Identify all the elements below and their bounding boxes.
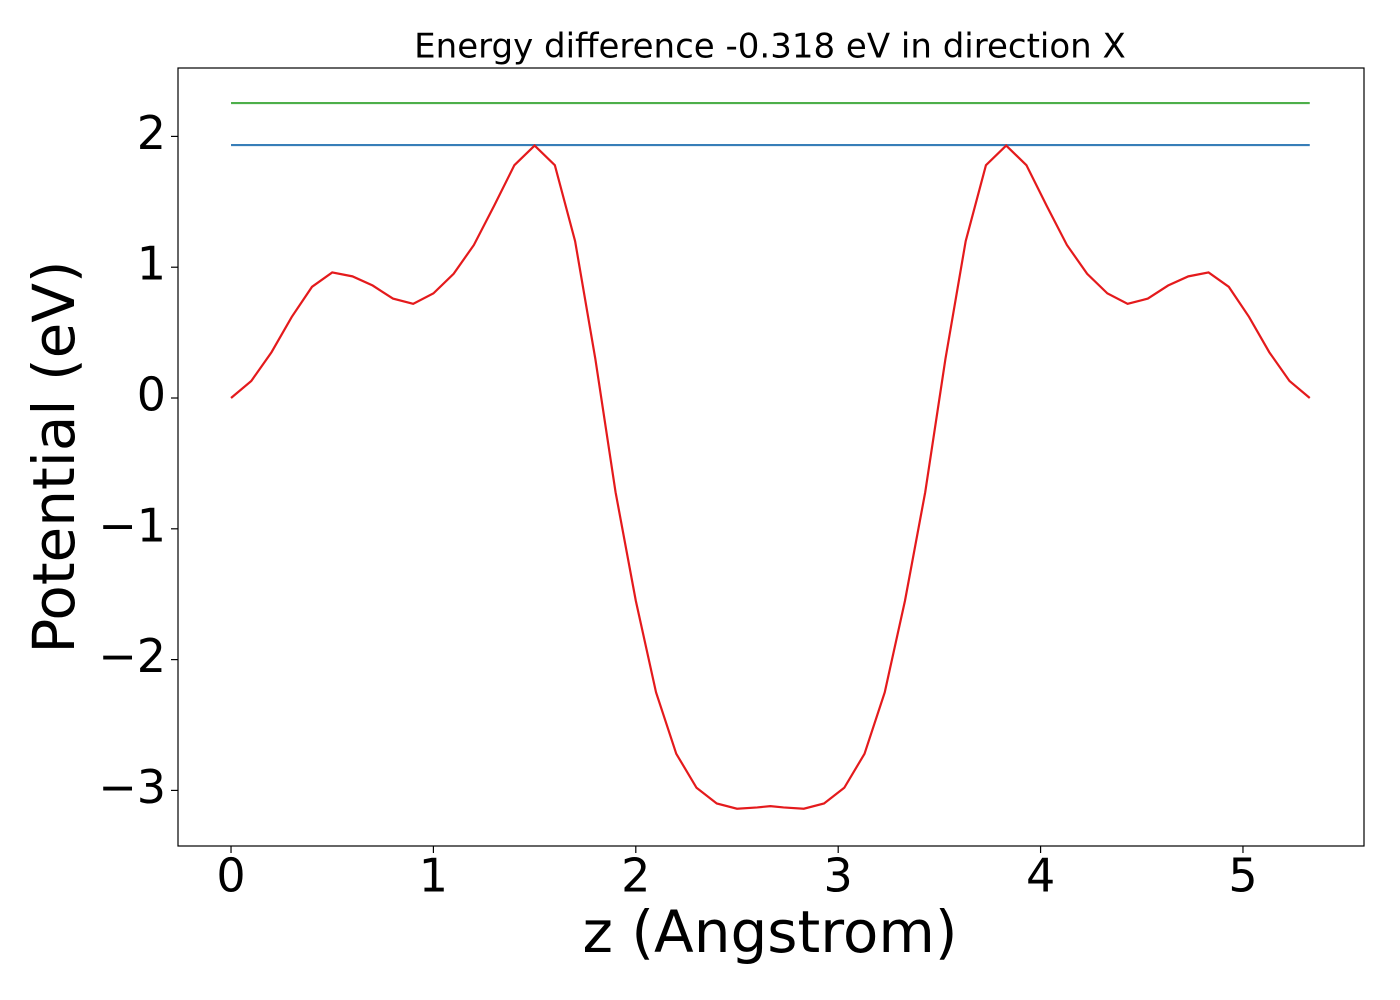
y-tick-label: −1: [98, 498, 166, 552]
x-tick-label: 3: [824, 849, 853, 903]
y-tick-label: −3: [98, 760, 166, 814]
plot-frame: [177, 67, 1365, 847]
y-axis-label: Potential (eV): [20, 260, 88, 653]
x-tick-label: 4: [1026, 849, 1055, 903]
x-tick-label: 1: [419, 849, 448, 903]
x-tick-label: 0: [216, 849, 245, 903]
x-tick-label: 5: [1228, 849, 1257, 903]
x-tick-label: 2: [621, 849, 650, 903]
series-line: [230, 144, 1311, 810]
y-tick-label: 2: [137, 106, 166, 160]
y-tick-label: 1: [137, 237, 166, 291]
chart-title: Energy difference -0.318 eV in direction…: [414, 27, 1126, 67]
y-tick-label: −2: [98, 629, 166, 683]
x-axis-label: z (Angstrom): [583, 898, 958, 966]
y-tick-label: 0: [137, 368, 166, 422]
